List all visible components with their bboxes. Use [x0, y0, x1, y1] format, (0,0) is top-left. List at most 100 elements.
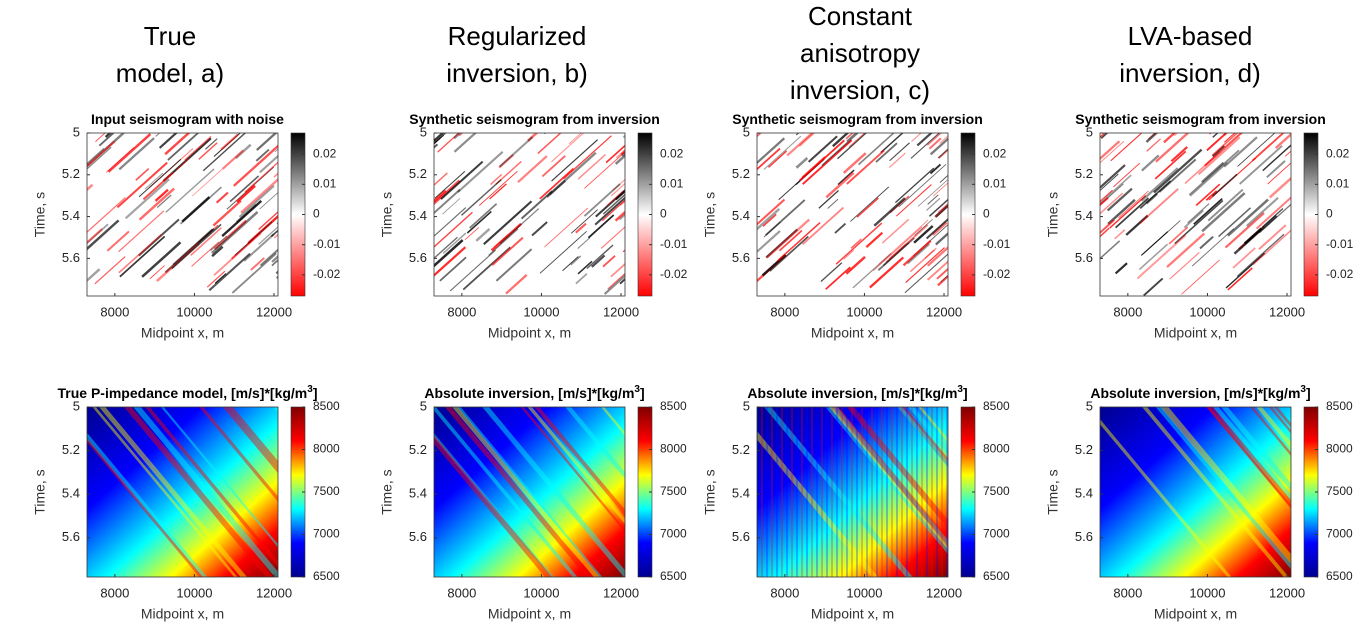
x-tick-label: 12000 — [1269, 304, 1305, 319]
x-tick-label: 10000 — [846, 304, 882, 319]
title-text-end: ] — [1306, 385, 1311, 401]
image-streak — [1321, 397, 1363, 632]
colorbar-tick-label: 8500 — [1326, 399, 1353, 413]
image-background — [1100, 407, 1291, 577]
y-tick-label: 5.4 — [62, 486, 80, 501]
x-tick-label: 10000 — [523, 585, 559, 600]
colorbar-tick-label: 0 — [313, 207, 320, 221]
image-background — [757, 133, 948, 296]
x-tick-label: 10000 — [1189, 304, 1225, 319]
x-axis-label: Midpoint x, m — [811, 606, 894, 622]
column-header: inversion, c) — [790, 75, 930, 105]
y-tick-label: 5.2 — [1075, 442, 1093, 457]
y-tick-label: 5.2 — [62, 166, 80, 181]
x-axis-label: Midpoint x, m — [1154, 606, 1237, 622]
x-tick-label: 12000 — [926, 585, 962, 600]
x-axis-label: Midpoint x, m — [141, 325, 224, 341]
image-event — [304, 121, 331, 145]
x-tick-label: 10000 — [176, 304, 212, 319]
column-header: model, a) — [116, 58, 224, 88]
image-event — [57, 264, 79, 283]
colorbar-tick-label: 0 — [660, 207, 667, 221]
title-text: Absolute inversion, [m/s]*[kg/m — [747, 385, 957, 401]
colorbar-tick-label: 0.02 — [313, 146, 337, 160]
y-tick-label: 5.6 — [409, 529, 427, 544]
panel-title: Absolute inversion, [m/s]*[kg/m3] — [747, 384, 967, 401]
title-text-end: ] — [963, 385, 968, 401]
image-event — [1290, 228, 1302, 239]
image-event — [304, 126, 318, 139]
column-header: True — [144, 21, 197, 51]
colorbar-tick-label: 6500 — [1326, 569, 1353, 583]
y-tick-label: 5 — [420, 398, 427, 413]
colorbar-tick-label: 6500 — [660, 569, 687, 583]
x-tick-label: 8000 — [770, 585, 799, 600]
column-header: Regularized — [448, 21, 587, 51]
panel-title: Absolute inversion, [m/s]*[kg/m3] — [424, 384, 644, 401]
colorbar-tick-label: 8000 — [313, 442, 340, 456]
colorbar-tick-label: 7000 — [660, 527, 687, 541]
x-tick-label: 10000 — [846, 585, 882, 600]
y-tick-label: 5.4 — [1075, 208, 1093, 223]
colorbar-tick-label: 0.01 — [1326, 176, 1350, 190]
x-tick-label: 8000 — [1113, 585, 1142, 600]
x-tick-label: 12000 — [1269, 585, 1305, 600]
x-tick-label: 12000 — [256, 585, 292, 600]
x-axis-label: Midpoint x, m — [488, 606, 571, 622]
title-text: Synthetic seismogram from inversion — [409, 111, 660, 127]
colorbar-tick-label: 8000 — [660, 442, 687, 456]
x-axis-label: Midpoint x, m — [141, 606, 224, 622]
y-tick-label: 5.4 — [409, 486, 427, 501]
colorbar-tick-label: 0.01 — [983, 176, 1007, 190]
x-axis-label: Midpoint x, m — [488, 325, 571, 341]
column-header: Constant — [808, 1, 913, 31]
x-tick-label: 10000 — [176, 585, 212, 600]
title-text: Absolute inversion, [m/s]*[kg/m — [424, 385, 634, 401]
title-text: Input seismogram with noise — [91, 111, 284, 127]
y-tick-label: 5 — [743, 124, 750, 139]
colorbar-tick-label: 6500 — [983, 569, 1010, 583]
y-tick-label: 5.4 — [409, 208, 427, 223]
title-text: Absolute inversion, [m/s]*[kg/m — [1090, 385, 1300, 401]
y-tick-label: 5 — [73, 124, 80, 139]
y-tick-label: 5.6 — [1075, 529, 1093, 544]
colorbar-tick-label: 8500 — [313, 399, 340, 413]
x-tick-label: 10000 — [523, 304, 559, 319]
title-text: Synthetic seismogram from inversion — [1075, 111, 1326, 127]
column-header: LVA-based — [1128, 21, 1253, 51]
column-header: inversion, b) — [446, 58, 588, 88]
title-text: Synthetic seismogram from inversion — [732, 111, 983, 127]
y-tick-label: 5.2 — [409, 166, 427, 181]
y-tick-label: 5.6 — [1075, 250, 1093, 265]
colorbar-tick-label: 6500 — [313, 569, 340, 583]
panel-title: Synthetic seismogram from inversion — [1075, 111, 1326, 127]
colorbar-tick-label: 7000 — [1326, 527, 1353, 541]
x-tick-label: 8000 — [447, 585, 476, 600]
x-tick-label: 12000 — [256, 304, 292, 319]
column-header: inversion, d) — [1119, 58, 1261, 88]
image-event — [295, 101, 335, 137]
y-tick-label: 5.6 — [409, 250, 427, 265]
colorbar-tick-label: 0 — [983, 207, 990, 221]
colorbar-tick-label: 8500 — [983, 399, 1010, 413]
colorbar-tick-label: 7500 — [983, 484, 1010, 498]
x-tick-label: 10000 — [1189, 585, 1225, 600]
colorbar-tick-label: 8000 — [1326, 442, 1353, 456]
y-tick-label: 5.2 — [732, 166, 750, 181]
colorbar-tick-label: 7500 — [660, 484, 687, 498]
y-axis-label: Time, s — [32, 469, 48, 514]
x-axis-label: Midpoint x, m — [811, 325, 894, 341]
colorbar-tick-label: 8500 — [660, 399, 687, 413]
y-tick-label: 5.4 — [732, 486, 750, 501]
colorbar-tick-label: -0.02 — [660, 267, 688, 281]
y-axis-label: Time, s — [1045, 469, 1061, 514]
y-tick-label: 5.6 — [732, 529, 750, 544]
colorbar-tick-label: 7500 — [1326, 484, 1353, 498]
colorbar-tick-label: -0.01 — [983, 237, 1011, 251]
panel-title: Synthetic seismogram from inversion — [732, 111, 983, 127]
colorbar-tick-label: -0.01 — [1326, 237, 1354, 251]
column-header: anisotropy — [800, 38, 920, 68]
x-tick-label: 12000 — [926, 304, 962, 319]
panel-title: True P-impedance model, [m/s]*[kg/m3] — [58, 384, 318, 401]
